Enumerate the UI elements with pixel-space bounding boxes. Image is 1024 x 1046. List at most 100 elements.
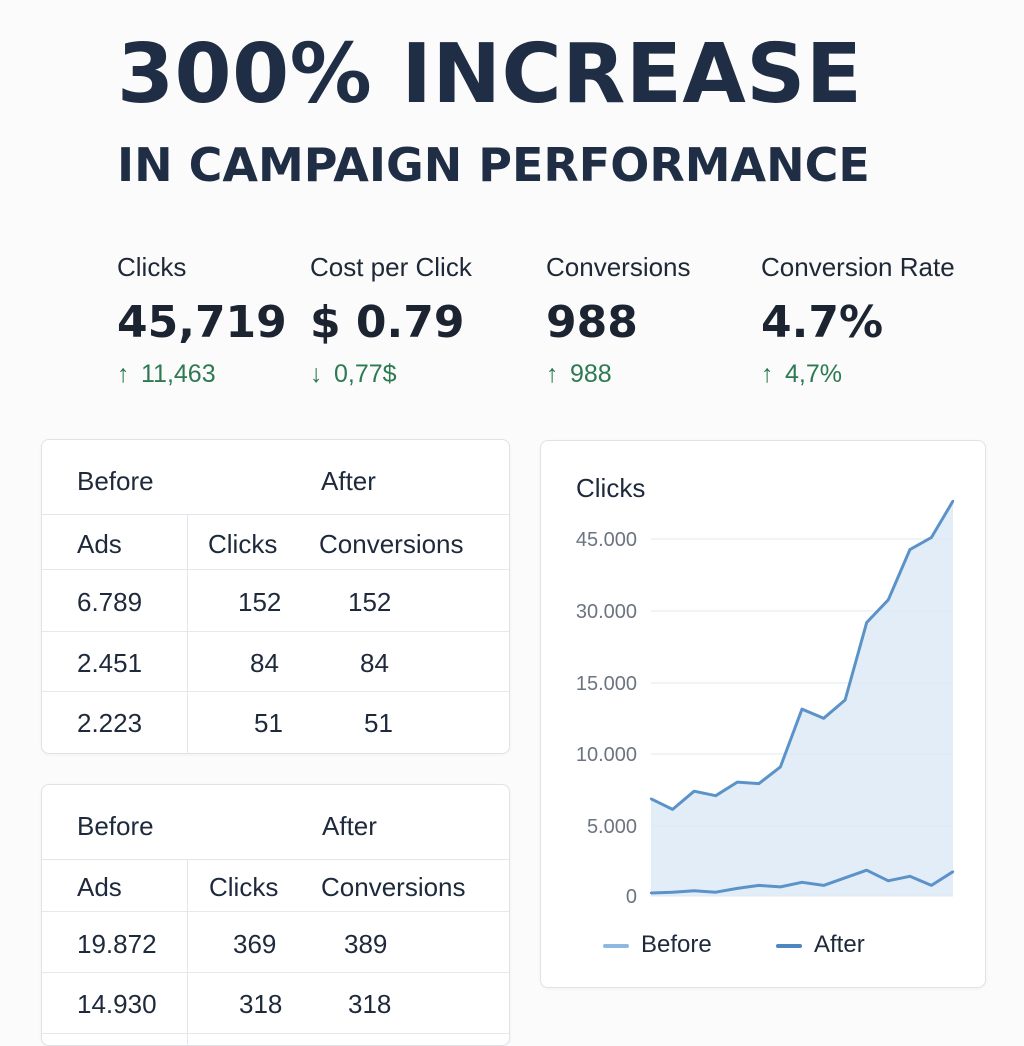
kpi-label: Cost per Click <box>310 252 472 282</box>
clicks-chart-card: Clicks 45.000 30.000 15.000 10.000 5.000 0 Be… <box>540 440 986 988</box>
table-header-row: Ads Clicks Conversions <box>42 860 509 912</box>
data-point-before <box>843 876 847 879</box>
data-point-before <box>714 891 717 894</box>
legend-item-before: Before <box>603 931 712 959</box>
arrow-up-icon: ↑ <box>546 360 559 388</box>
data-point-before <box>671 891 674 894</box>
comparison-table-2: Before After Ads Clicks Conversions 19.8… <box>41 784 510 1046</box>
column-header-ads: Ads <box>77 529 122 559</box>
kpi-delta-value: 4,7% <box>785 360 842 388</box>
cell-ads: 2.223 <box>77 708 143 738</box>
cell-clicks: 318 <box>239 989 283 1019</box>
headline-title: 300% INCREASE <box>117 27 863 122</box>
data-point-after <box>822 717 825 720</box>
table-header-row: Ads Clicks Conversions <box>42 515 509 570</box>
data-point-after <box>930 536 933 539</box>
kpi-label: Conversions <box>546 252 691 282</box>
y-tick-label: 0 <box>626 886 637 908</box>
cell-conversions: 152 <box>348 587 392 617</box>
y-tick-label: 15.000 <box>576 673 637 695</box>
data-point-after <box>714 794 717 797</box>
table-row: 19.872 369 389 <box>42 912 509 973</box>
data-point-before <box>779 885 782 889</box>
data-point-before <box>736 887 739 890</box>
kpi-delta: ↑ 4,7% <box>761 360 955 389</box>
y-tick-label: 10.000 <box>576 744 637 766</box>
legend-label-after: After <box>814 931 865 958</box>
chart-title: Clicks <box>576 473 646 503</box>
column-header-ads: Ads <box>77 872 122 902</box>
cell-conversions: 51 <box>364 708 393 738</box>
kpi-delta: ↓ 0,77$ <box>310 360 472 389</box>
data-point-before <box>822 884 825 887</box>
data-point-after <box>865 621 868 624</box>
legend-item-after: After <box>776 931 865 959</box>
data-point-before <box>908 875 912 878</box>
kpi-delta-value: 988 <box>570 360 612 388</box>
data-point-before <box>865 868 868 872</box>
kpi-delta-value: 0,77$ <box>334 360 397 388</box>
table-row: 2.223 51 51 <box>42 692 509 753</box>
kpi-delta: ↑ 11,463 <box>117 360 287 389</box>
data-point-after <box>692 789 696 793</box>
column-header-clicks: Clicks <box>208 529 278 559</box>
kpi-value: 4.7% <box>761 297 884 348</box>
arrow-up-icon: ↑ <box>117 360 130 388</box>
kpi-cost-per-click: Cost per Click $ 0.79 ↓ 0,77$ <box>310 252 472 389</box>
kpi-delta: ↑ 988 <box>546 360 691 389</box>
data-point-after <box>671 808 674 811</box>
group-after-label: After <box>321 466 376 496</box>
clicks-line-chart: 45.000 30.000 15.000 10.000 5.000 0 <box>576 499 955 908</box>
data-point-before <box>930 884 933 887</box>
table-row: 6.789 152 152 <box>42 570 509 632</box>
kpi-delta-value: 11,463 <box>141 360 216 388</box>
arrow-down-icon: ↓ <box>310 360 323 388</box>
cell-clicks: 84 <box>250 648 279 678</box>
y-tick-label: 45.000 <box>576 529 637 551</box>
data-point-before <box>757 884 761 887</box>
column-divider <box>187 860 188 1045</box>
column-divider <box>187 515 188 753</box>
cell-clicks: 51 <box>254 708 283 738</box>
cell-conversions: 318 <box>348 989 392 1019</box>
group-after-label: After <box>322 811 377 841</box>
data-point-after <box>649 797 653 800</box>
kpi-clicks: Clicks 45,719 ↑ 11,463 <box>117 252 287 389</box>
group-before-label: Before <box>77 811 154 841</box>
cell-clicks: 152 <box>238 587 282 617</box>
kpi-value: 45,719 <box>117 297 287 348</box>
cell-ads: 2.451 <box>77 648 143 678</box>
cell-clicks: 369 <box>233 929 277 959</box>
data-point-after <box>779 765 782 769</box>
headline-subtitle: IN CAMPAIGN PERFORMANCE <box>117 138 870 192</box>
kpi-label: Conversion Rate <box>761 252 955 282</box>
legend-label-before: Before <box>641 931 712 958</box>
kpi-label: Clicks <box>117 252 187 282</box>
table-group-header: Before After <box>42 440 509 515</box>
comparison-table-1: Before After Ads Clicks Conversions 6.78… <box>41 439 510 754</box>
legend-swatch-after <box>776 943 802 948</box>
y-tick-label: 30.000 <box>576 601 637 623</box>
legend-swatch-before <box>603 943 629 948</box>
table-row: 2.451 84 84 <box>42 632 509 692</box>
data-point-before <box>692 889 696 892</box>
data-point-after <box>757 782 761 785</box>
data-point-before <box>951 870 955 873</box>
cell-ads: 6.789 <box>77 587 143 617</box>
table-row: 14.930 318 318 <box>42 973 509 1034</box>
data-point-after <box>843 698 847 702</box>
group-before-label: Before <box>77 466 154 496</box>
headline: 300% INCREASE IN CAMPAIGN PERFORMANCE <box>117 27 870 189</box>
data-point-before <box>649 891 653 895</box>
cell-ads: 14.930 <box>77 989 157 1019</box>
kpi-conversion-rate: Conversion Rate 4.7% ↑ 4,7% <box>761 252 955 389</box>
data-point-after <box>908 548 912 551</box>
column-header-conversions: Conversions <box>319 529 464 559</box>
cell-conversions: 84 <box>360 648 389 678</box>
data-point-before <box>887 879 890 883</box>
kpi-value: $ 0.79 <box>310 297 465 348</box>
data-point-after <box>951 499 955 503</box>
cell-conversions: 389 <box>344 929 388 959</box>
kpi-conversions: Conversions 988 ↑ 988 <box>546 252 691 389</box>
column-header-conversions: Conversions <box>321 872 466 902</box>
